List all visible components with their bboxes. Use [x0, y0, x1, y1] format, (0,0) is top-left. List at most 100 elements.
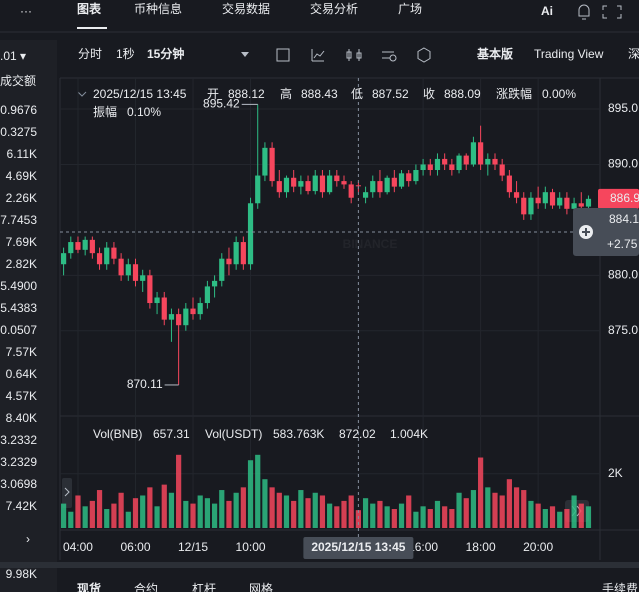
menu[interactable]: ··· [20, 4, 32, 18]
candle-body [334, 175, 340, 182]
candle-body [262, 147, 268, 176]
candle-body [420, 164, 426, 171]
tool-icon[interactable] [346, 49, 362, 61]
mode[interactable]: 深 [628, 47, 639, 61]
collapse-icon[interactable] [77, 91, 87, 97]
left-value: 5.4900 [0, 279, 37, 293]
left-value: 4.57K [6, 389, 37, 403]
tab[interactable]: 币种信息 [134, 1, 182, 16]
mode[interactable]: 基本版 [476, 46, 513, 61]
vol-label: Vol(BNB) [93, 427, 142, 441]
candle-body [233, 242, 239, 265]
volume-bar [269, 487, 275, 528]
info-label: 开 [207, 87, 219, 101]
left-value: 5.4383 [0, 301, 37, 315]
ma-value: 872.02 [339, 427, 376, 441]
volume-bar [262, 479, 268, 528]
volume-bar [305, 498, 311, 528]
tool-icon[interactable] [417, 47, 431, 63]
candle-body [398, 173, 405, 187]
interval[interactable]: 分时 [78, 47, 102, 61]
candle-body [470, 142, 477, 165]
candle-body [104, 247, 110, 265]
volume-bar [492, 492, 498, 528]
candle-body [305, 181, 311, 192]
x-tick-label: 16:00 [408, 540, 438, 554]
arrow-icon [64, 487, 70, 497]
left-value: 7.57K [6, 345, 37, 359]
tab[interactable]: 广场 [398, 2, 422, 16]
candle-body [341, 181, 347, 185]
y-tick-label: 890.0 [608, 157, 638, 171]
bell-icon[interactable] [578, 4, 590, 20]
volume-bar [204, 498, 210, 528]
candle-body [377, 181, 383, 193]
info-value: 887.52 [372, 87, 409, 101]
x-tick-label: 18:00 [466, 540, 496, 554]
volume-bar [82, 506, 88, 528]
dropdown-icon[interactable] [241, 52, 249, 57]
candle-body [528, 197, 534, 215]
info-value: 0.10% [127, 105, 161, 119]
interval[interactable]: 15分钟 [147, 46, 184, 61]
candle-body [197, 303, 203, 315]
bottom-tab[interactable]: 杠杆 [192, 581, 216, 592]
tool-icon[interactable] [389, 54, 397, 62]
volume-bar [104, 509, 110, 528]
candle-body [204, 286, 210, 304]
tool-icon[interactable] [276, 48, 290, 62]
candle-body [319, 175, 326, 193]
ai-button[interactable]: Ai [541, 4, 553, 18]
tab[interactable]: 图表 [77, 1, 102, 16]
low-label: 870.11 [127, 377, 163, 391]
volume-bar [168, 492, 175, 528]
fullscreen-icon[interactable] [602, 5, 622, 19]
scroll-left[interactable] [62, 478, 72, 508]
candle-body [327, 175, 333, 193]
candle-body [255, 175, 261, 204]
info-value: 888.12 [228, 87, 265, 101]
more[interactable]: › [26, 532, 30, 546]
volume-bar [341, 500, 347, 528]
volume-bar [226, 500, 232, 528]
y-tick-label: 895.0 [608, 101, 638, 115]
ma-value: 1.004K [390, 427, 428, 441]
volume-bar [384, 506, 390, 528]
bottom-tab[interactable]: 网格 [249, 581, 273, 592]
volume-bar [327, 503, 333, 528]
tab[interactable]: 交易数据 [222, 1, 270, 16]
tool-icon[interactable] [311, 49, 325, 62]
volume-bar [319, 495, 326, 528]
candle-body [413, 170, 419, 182]
interval[interactable]: 1秒 [116, 47, 135, 61]
volume-bar [75, 495, 81, 528]
volume-bar [398, 503, 405, 528]
candle-body [176, 314, 182, 326]
bottom-tab[interactable]: 合约 [134, 581, 158, 592]
volume-bar [355, 510, 361, 528]
tab[interactable]: 交易分析 [310, 1, 358, 16]
candle-body [578, 203, 584, 207]
candle-body [542, 192, 548, 204]
volume-bar [470, 490, 477, 528]
candle-body [478, 142, 484, 165]
volume-bar [442, 506, 448, 528]
candle-body [312, 175, 318, 192]
candle-body [355, 185, 361, 187]
volume-bar [211, 503, 218, 528]
left-value: 2.26K [6, 191, 37, 205]
candle-body [132, 264, 139, 281]
crosshair-time-box [303, 537, 414, 559]
tool-icon[interactable] [382, 51, 394, 59]
info-value: 888.09 [444, 87, 481, 101]
volume-bar [542, 509, 548, 528]
candle-body [111, 247, 117, 259]
volume-bar [125, 511, 131, 528]
volume-bar [485, 487, 491, 528]
toolbar-icons[interactable] [276, 47, 431, 63]
volume-bar [147, 487, 153, 528]
candle-body [82, 239, 88, 250]
bottom-tab[interactable]: 现货 [77, 581, 101, 592]
bottom-tab[interactable]: 手续费 [602, 582, 638, 592]
mode[interactable]: Trading View [534, 47, 604, 61]
